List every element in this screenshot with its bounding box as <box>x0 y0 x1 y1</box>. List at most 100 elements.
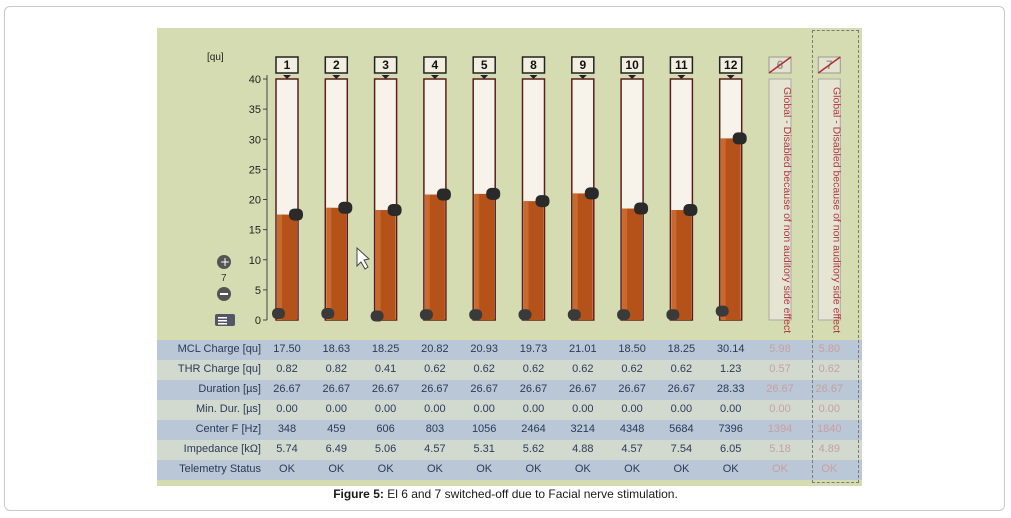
param-cell[interactable]: 606 <box>376 423 395 435</box>
electrode-1-column[interactable]: 1 <box>272 56 303 321</box>
param-cell[interactable]: 0.62 <box>572 363 594 375</box>
param-cell[interactable]: OK <box>426 463 443 475</box>
param-cell[interactable]: 4.57 <box>424 443 446 455</box>
param-cell[interactable]: 18.25 <box>371 343 400 355</box>
param-cell[interactable]: 1394 <box>767 423 793 435</box>
thr-slider-handle[interactable] <box>321 308 335 320</box>
mcl-slider-handle[interactable] <box>732 132 747 145</box>
param-cell[interactable]: 26.67 <box>273 383 301 395</box>
param-cell[interactable]: 26.67 <box>371 383 400 395</box>
param-cell[interactable]: 0.82 <box>276 363 298 375</box>
param-cell[interactable]: 0.00 <box>473 403 495 415</box>
electrode-number-box[interactable] <box>324 56 349 74</box>
electrode-4-column[interactable]: 4 <box>419 56 451 321</box>
param-cell[interactable]: 0.41 <box>374 363 397 375</box>
param-cell[interactable]: 5.80 <box>818 343 840 355</box>
param-cell[interactable]: OK <box>377 463 394 475</box>
thr-slider-handle[interactable] <box>567 309 581 321</box>
param-cell[interactable]: 5.31 <box>473 443 495 455</box>
param-cell[interactable]: OK <box>328 463 345 475</box>
param-cell[interactable]: 6.49 <box>325 443 347 455</box>
electrode-number-box[interactable] <box>718 56 743 74</box>
param-cell[interactable]: 0.00 <box>769 403 791 415</box>
param-cell[interactable]: 5.74 <box>276 443 298 455</box>
param-cell[interactable]: 1056 <box>471 423 497 435</box>
thr-slider-handle[interactable] <box>617 309 631 321</box>
param-cell[interactable]: 17.50 <box>273 343 301 355</box>
param-cell[interactable]: 18.63 <box>322 343 351 355</box>
param-cell[interactable]: OK <box>525 463 542 475</box>
param-cell[interactable]: 20.82 <box>421 343 449 355</box>
param-cell[interactable]: 7.54 <box>670 443 693 455</box>
param-cell[interactable]: OK <box>673 463 690 475</box>
mcl-slider-handle[interactable] <box>338 201 353 214</box>
param-cell[interactable]: 19.73 <box>519 343 548 355</box>
param-cell[interactable]: 5.18 <box>769 443 791 455</box>
mcl-slider-handle[interactable] <box>387 204 402 217</box>
thr-slider-handle[interactable] <box>666 309 680 321</box>
param-cell[interactable]: 0.82 <box>325 363 347 375</box>
electrode-number-box[interactable] <box>373 56 398 74</box>
param-cell[interactable]: 0.00 <box>670 403 693 415</box>
mcl-slider-handle[interactable] <box>683 204 698 217</box>
param-cell[interactable]: 26.67 <box>766 383 794 395</box>
param-cell[interactable]: 1.23 <box>719 363 742 375</box>
dropdown-arrow-icon[interactable] <box>480 75 489 79</box>
dropdown-arrow-icon[interactable] <box>628 75 637 79</box>
param-cell[interactable]: 0.00 <box>572 403 594 415</box>
dropdown-arrow-icon[interactable] <box>332 75 341 79</box>
electrode-10-column[interactable]: 10 <box>617 56 649 321</box>
dropdown-arrow-icon[interactable] <box>726 75 735 79</box>
param-cell[interactable]: 0.00 <box>276 403 298 415</box>
param-cell[interactable]: 26.67 <box>421 383 449 395</box>
param-cell[interactable]: OK <box>821 463 838 475</box>
param-cell[interactable]: 803 <box>425 423 445 435</box>
electrode-number-box[interactable] <box>571 56 595 74</box>
thr-slider-handle[interactable] <box>715 305 729 317</box>
param-cell[interactable]: 2464 <box>521 423 546 435</box>
electrode-number-box[interactable] <box>472 56 496 74</box>
param-cell[interactable]: 0.62 <box>621 363 643 375</box>
param-cell[interactable]: 30.14 <box>716 343 745 355</box>
param-cell[interactable]: 0.00 <box>374 403 397 415</box>
dropdown-arrow-icon[interactable] <box>529 75 538 79</box>
electrode-number-box[interactable] <box>669 56 694 74</box>
param-cell[interactable]: 0.00 <box>522 403 545 415</box>
param-cell[interactable]: 18.25 <box>667 343 696 355</box>
dropdown-arrow-icon[interactable] <box>677 75 686 79</box>
dropdown-arrow-icon[interactable] <box>430 75 439 79</box>
electrode-number-box[interactable] <box>423 56 447 74</box>
param-cell[interactable]: 26.67 <box>815 383 844 395</box>
param-cell[interactable]: 5.98 <box>769 343 791 355</box>
param-cell[interactable]: 0.62 <box>473 363 495 375</box>
param-cell[interactable]: 3214 <box>570 423 596 435</box>
param-cell[interactable]: 26.67 <box>618 383 646 395</box>
param-cell[interactable]: 348 <box>277 423 297 435</box>
param-cell[interactable]: 20.93 <box>470 343 498 355</box>
electrode-11-column[interactable]: 11 <box>666 56 698 321</box>
param-cell[interactable]: 7396 <box>718 423 743 435</box>
electrode-9-column[interactable]: 9 <box>567 56 599 321</box>
param-cell[interactable]: OK <box>772 463 788 475</box>
param-cell[interactable]: 0.62 <box>424 363 446 375</box>
electrode-5-column[interactable]: 5 <box>469 56 501 321</box>
param-cell[interactable]: 26.67 <box>470 383 498 395</box>
thr-slider-handle[interactable] <box>419 309 433 321</box>
thr-slider-handle[interactable] <box>272 308 285 320</box>
param-cell[interactable]: 0.00 <box>621 403 643 415</box>
dropdown-arrow-icon[interactable] <box>578 75 587 79</box>
param-cell[interactable]: 0.00 <box>719 403 742 415</box>
param-cell[interactable]: 0.62 <box>670 363 693 375</box>
electrode-8-column[interactable]: 8 <box>518 56 550 321</box>
dropdown-arrow-icon[interactable] <box>381 75 390 79</box>
param-cell[interactable]: 26.67 <box>519 383 548 395</box>
mcl-slider-handle[interactable] <box>634 202 649 215</box>
param-cell[interactable]: 1840 <box>817 423 842 435</box>
param-cell[interactable]: 26.67 <box>322 383 351 395</box>
param-cell[interactable]: 26.67 <box>667 383 696 395</box>
param-cell[interactable]: OK <box>624 463 641 475</box>
param-cell[interactable]: OK <box>574 463 591 475</box>
param-cell[interactable]: 0.00 <box>424 403 446 415</box>
param-cell[interactable]: OK <box>476 463 493 475</box>
thr-slider-handle[interactable] <box>370 310 384 322</box>
